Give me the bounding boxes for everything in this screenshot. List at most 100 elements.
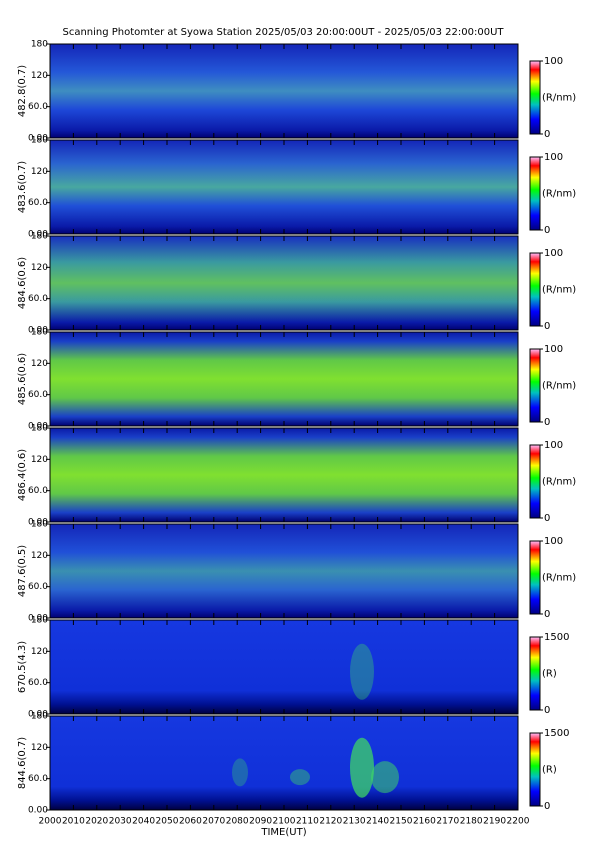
x-tick-label: 2050 — [156, 817, 179, 827]
y-tick-label: 0.00 — [28, 806, 48, 816]
y-tick-label: 0.00 — [28, 134, 48, 144]
y-tick-label: 60.0 — [28, 582, 48, 592]
colorbar-tick-label: 100 — [544, 344, 563, 355]
y-tick-label: 120 — [31, 359, 48, 369]
x-tick-label: 2090 — [249, 817, 272, 827]
x-axis-label: TIME(UT) — [260, 827, 306, 838]
y-tick-label: 180 — [31, 136, 48, 146]
y-tick-label: 60.0 — [28, 486, 48, 496]
colorbar — [529, 732, 541, 807]
colorbar-tick-label: 0 — [544, 129, 550, 140]
y-tick-label: 60.0 — [28, 294, 48, 304]
x-tick-label: 2080 — [226, 817, 249, 827]
panel: 0.00 60.0 120 180 844.6(0.7) 2000 2010 2020 2030… — [17, 712, 569, 839]
x-tick-label: 2150 — [390, 817, 413, 827]
y-tick-label: 180 — [31, 232, 48, 242]
y-axis-label: 844.6(0.7) — [17, 737, 28, 789]
y-axis-label: 482.8(0.7) — [17, 65, 28, 117]
colorbar — [529, 252, 541, 327]
colorbar — [529, 60, 541, 135]
colorbar — [529, 156, 541, 231]
colorbar — [529, 348, 541, 423]
x-tick-label: 2140 — [366, 817, 389, 827]
y-tick-label: 120 — [31, 743, 48, 753]
heatmap-image — [50, 236, 518, 330]
x-tick-label: 2190 — [483, 817, 506, 827]
colorbar-label: (R/nm) — [542, 285, 576, 296]
y-tick-label: 0.00 — [28, 230, 48, 240]
colorbar-tick-label: 0 — [544, 513, 550, 524]
colorbar-tick-label: 0 — [544, 801, 550, 812]
colorbar-label: (R) — [542, 765, 557, 776]
y-axis-label: 484.6(0.6) — [17, 257, 28, 309]
y-tick-label: 180 — [31, 424, 48, 434]
colorbar-tick-label: 0 — [544, 609, 550, 620]
y-tick-label: 60.0 — [28, 390, 48, 400]
panel: 0.00 60.0 120 180 486.4(0.6) 0 100 (R/nm) — [17, 424, 576, 528]
colorbar-tick-label: 100 — [544, 248, 563, 259]
x-tick-label: 2120 — [319, 817, 342, 827]
y-tick-label: 60.0 — [28, 198, 48, 208]
emission-patch — [350, 737, 374, 798]
y-tick-label: 120 — [31, 167, 48, 177]
y-tick-label: 0.00 — [28, 614, 48, 624]
colorbar-tick-label: 0 — [544, 321, 550, 332]
panel: 0.00 60.0 120 180 482.8(0.7) 0 100 (R/nm) — [17, 40, 576, 144]
heatmap-image — [50, 620, 518, 714]
y-tick-label: 0.00 — [28, 326, 48, 336]
panel: 0.00 60.0 120 180 670.5(4.3) 0 1500 (R) — [17, 616, 569, 720]
heatmap-image — [50, 428, 518, 522]
y-tick-label: 0.00 — [28, 518, 48, 528]
x-tick-label: 2060 — [179, 817, 202, 827]
panel: 0.00 60.0 120 180 485.6(0.6) 0 100 (R/nm) — [17, 328, 576, 432]
y-tick-label: 120 — [31, 551, 48, 561]
y-tick-label: 120 — [31, 647, 48, 657]
x-tick-label: 2040 — [132, 817, 155, 827]
x-tick-label: 2180 — [460, 817, 483, 827]
colorbar — [529, 540, 541, 615]
emission-patch — [290, 769, 310, 786]
colorbar-label: (R/nm) — [542, 381, 576, 392]
heatmap-image — [50, 140, 518, 234]
x-tick-label: 2030 — [109, 817, 132, 827]
y-tick-label: 0.00 — [28, 422, 48, 432]
colorbar-label: (R/nm) — [542, 189, 576, 200]
heatmap-image — [50, 524, 518, 618]
x-tick-label: 2110 — [296, 817, 319, 827]
colorbar-tick-label: 0 — [544, 417, 550, 428]
y-tick-label: 120 — [31, 263, 48, 273]
y-tick-label: 180 — [31, 712, 48, 722]
x-tick-label: 2000 — [39, 817, 62, 827]
colorbar — [529, 636, 541, 711]
x-tick-label: 2010 — [62, 817, 85, 827]
panel: 0.00 60.0 120 180 484.6(0.6) 0 100 (R/nm) — [17, 232, 576, 336]
x-tick-label: 2160 — [413, 817, 436, 827]
y-tick-label: 60.0 — [28, 678, 48, 688]
y-axis-label: 486.4(0.6) — [17, 449, 28, 501]
colorbar-tick-label: 100 — [544, 152, 563, 163]
x-tick-label: 2070 — [202, 817, 225, 827]
colorbar-tick-label: 1500 — [544, 728, 569, 739]
emission-patch — [371, 761, 399, 794]
y-tick-label: 60.0 — [28, 102, 48, 112]
heatmap-image — [50, 716, 518, 810]
colorbar — [529, 444, 541, 519]
x-tick-label: 2020 — [85, 817, 108, 827]
panel: 0.00 60.0 120 180 487.6(0.5) 0 100 (R/nm) — [17, 520, 576, 624]
colorbar-label: (R/nm) — [542, 573, 576, 584]
y-tick-label: 60.0 — [28, 774, 48, 784]
y-axis-label: 670.5(4.3) — [17, 641, 28, 693]
x-tick-label: 2130 — [343, 817, 366, 827]
y-axis-label: 485.6(0.6) — [17, 353, 28, 405]
colorbar-label: (R) — [542, 669, 557, 680]
colorbar-tick-label: 100 — [544, 536, 563, 547]
y-tick-label: 120 — [31, 71, 48, 81]
y-tick-label: 180 — [31, 520, 48, 530]
colorbar-label: (R/nm) — [542, 477, 576, 488]
colorbar-tick-label: 100 — [544, 440, 563, 451]
y-tick-label: 180 — [31, 40, 48, 50]
colorbar-tick-label: 0 — [544, 705, 550, 716]
x-tick-label: 2170 — [436, 817, 459, 827]
y-tick-label: 0.00 — [28, 710, 48, 720]
